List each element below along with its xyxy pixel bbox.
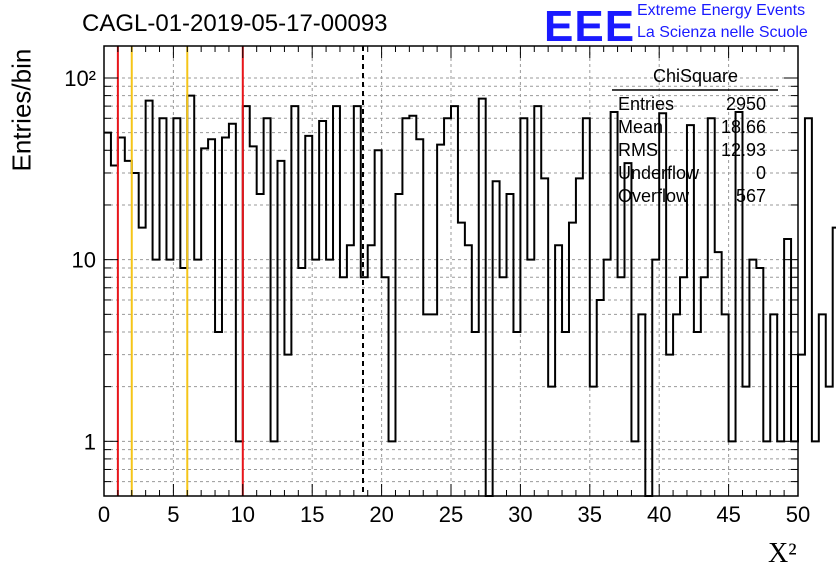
stat-key: Underflow — [618, 163, 700, 183]
chart-title: CAGL-01-2019-05-17-00093 — [82, 10, 388, 37]
stat-value: 0 — [755, 163, 766, 183]
stat-value: 2950 — [725, 94, 766, 114]
stat-key: Entries — [618, 94, 675, 114]
x-tick-label: 35 — [578, 502, 602, 527]
stat-value: 18.66 — [720, 117, 766, 137]
stats-title: ChiSquare — [652, 66, 739, 86]
logo-line2: La Scienza nelle Scuole — [637, 24, 808, 41]
stat-value: 567 — [735, 186, 766, 206]
x-axis-label: X² — [768, 538, 797, 569]
stat-key: Mean — [618, 117, 664, 137]
x-tick-label: 5 — [167, 502, 179, 527]
x-tick-label: 45 — [716, 502, 740, 527]
stats-box: ChiSquare Entries 2950 Mean 18.66 RMS 12.93… — [612, 66, 779, 206]
x-tick-label: 40 — [647, 502, 671, 527]
stat-value: 12.93 — [720, 140, 766, 160]
logo-line1: Extreme Energy Events — [637, 2, 806, 19]
x-tick-label: 15 — [300, 502, 324, 527]
y-tick-label: 1 — [84, 429, 96, 454]
x-tick-label: 0 — [98, 502, 110, 527]
x-tick-label: 25 — [439, 502, 463, 527]
stat-key: Overflow — [618, 186, 690, 206]
x-tick-label: 30 — [508, 502, 532, 527]
eee-logo: EEE — [544, 2, 636, 51]
stat-key: RMS — [618, 140, 658, 160]
y-tick-label: 10 — [72, 248, 96, 273]
x-tick-label: 10 — [231, 502, 255, 527]
x-tick-label: 20 — [369, 502, 393, 527]
x-tick-label: 50 — [786, 502, 810, 527]
y-tick-label: 10² — [64, 66, 96, 91]
